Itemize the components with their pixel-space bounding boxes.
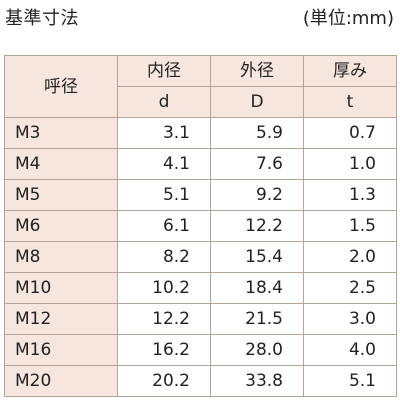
cell-inner-diameter: 20.2 [117, 365, 211, 397]
column-header-outer-diameter: 外径 [210, 55, 304, 87]
cell-inner-diameter: 6.1 [117, 210, 211, 242]
table-row: M6 6.1 12.2 1.5 [4, 210, 397, 242]
unit-label: (単位:mm) [302, 8, 394, 29]
column-header-nominal-size: 呼径 [4, 55, 118, 118]
column-symbol-D: D [210, 86, 304, 118]
table-row: M20 20.2 33.8 5.1 [4, 365, 397, 397]
cell-inner-diameter: 16.2 [117, 334, 211, 366]
cell-nominal-size: M5 [4, 179, 118, 211]
table-row: M12 12.2 21.5 3.0 [4, 303, 397, 335]
cell-thickness: 4.0 [303, 334, 397, 366]
column-symbol-t: t [303, 86, 397, 118]
cell-inner-diameter: 12.2 [117, 303, 211, 335]
cell-nominal-size: M12 [4, 303, 118, 335]
cell-outer-diameter: 7.6 [210, 148, 304, 180]
table-row: M10 10.2 18.4 2.5 [4, 272, 397, 304]
cell-outer-diameter: 15.4 [210, 241, 304, 273]
header-row-labels: 呼径 内径 外径 厚み [4, 55, 397, 118]
cell-inner-diameter: 4.1 [117, 148, 211, 180]
table-row: M16 16.2 28.0 4.0 [4, 334, 397, 366]
cell-inner-diameter: 3.1 [117, 117, 211, 149]
cell-outer-diameter: 28.0 [210, 334, 304, 366]
column-header-thickness: 厚み [303, 55, 397, 87]
cell-thickness: 5.1 [303, 365, 397, 397]
cell-thickness: 3.0 [303, 303, 397, 335]
table-row: M8 8.2 15.4 2.0 [4, 241, 397, 273]
cell-outer-diameter: 18.4 [210, 272, 304, 304]
column-symbol-d: d [117, 86, 211, 118]
cell-outer-diameter: 5.9 [210, 117, 304, 149]
cell-inner-diameter: 5.1 [117, 179, 211, 211]
dimension-table: 呼径 内径 外径 厚み d D t M3 3.1 5.9 0.7 M4 4.1 7.6 1.0… [4, 55, 397, 397]
table-header: 呼径 内径 外径 厚み d D t [4, 55, 397, 118]
cell-thickness: 1.3 [303, 179, 397, 211]
table-row: M5 5.1 9.2 1.3 [4, 179, 397, 211]
cell-thickness: 2.5 [303, 272, 397, 304]
table-row: M3 3.1 5.9 0.7 [4, 117, 397, 149]
cell-outer-diameter: 21.5 [210, 303, 304, 335]
cell-outer-diameter: 33.8 [210, 365, 304, 397]
cell-nominal-size: M3 [4, 117, 118, 149]
page-title: 基準寸法 [5, 8, 79, 29]
cell-thickness: 1.0 [303, 148, 397, 180]
cell-outer-diameter: 9.2 [210, 179, 304, 211]
cell-nominal-size: M10 [4, 272, 118, 304]
column-header-inner-diameter: 内径 [117, 55, 211, 87]
cell-nominal-size: M4 [4, 148, 118, 180]
cell-inner-diameter: 8.2 [117, 241, 211, 273]
table-row: M4 4.1 7.6 1.0 [4, 148, 397, 180]
cell-thickness: 1.5 [303, 210, 397, 242]
header-row-symbols: d D t [5, 86, 397, 118]
cell-nominal-size: M6 [4, 210, 118, 242]
cell-nominal-size: M8 [4, 241, 118, 273]
table-body: M3 3.1 5.9 0.7 M4 4.1 7.6 1.0 M5 5.1 9.2 1.3 M6 6.1 12… [4, 117, 397, 397]
cell-thickness: 0.7 [303, 117, 397, 149]
cell-nominal-size: M16 [4, 334, 118, 366]
cell-thickness: 2.0 [303, 241, 397, 273]
cell-nominal-size: M20 [4, 365, 118, 397]
cell-inner-diameter: 10.2 [117, 272, 211, 304]
cell-outer-diameter: 12.2 [210, 210, 304, 242]
